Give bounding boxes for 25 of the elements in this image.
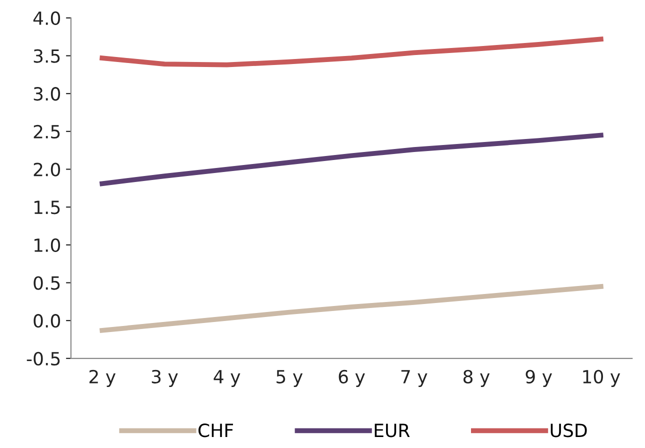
y-tick-label: 4.0 <box>33 11 60 26</box>
x-tick-label: 8 y <box>463 370 490 387</box>
y-tick-label: 3.0 <box>34 87 60 101</box>
x-tick-label: 3 y <box>152 370 178 387</box>
x-tick-label: 7 y <box>401 370 428 387</box>
x-tick-label: 10 y <box>583 370 620 387</box>
line-series <box>100 284 604 333</box>
x-tick-label: 5 y <box>276 370 303 387</box>
y-tick-label: -0.5 <box>26 352 60 366</box>
line-series <box>100 132 604 186</box>
x-tick-label: 6 y <box>338 370 365 387</box>
line-series <box>100 36 604 68</box>
y-tick-label: 0.5 <box>34 276 60 290</box>
y-tick-label: 1.5 <box>34 200 60 214</box>
x-tick-label: 9 y <box>526 370 552 387</box>
legend-label: EUR <box>374 424 410 438</box>
x-tick-label: 4 y <box>214 370 240 387</box>
x-tick-label: 2 y <box>89 370 116 387</box>
y-tick-label: 2.0 <box>34 162 60 176</box>
y-tick-label: 0.0 <box>34 314 60 328</box>
y-tick-label: 2.5 <box>34 124 60 139</box>
legend-label: CHF <box>198 424 233 438</box>
y-tick-label: 1.0 <box>34 238 60 252</box>
legend-label: USD <box>550 424 587 438</box>
y-tick-label: 3.5 <box>34 49 60 63</box>
